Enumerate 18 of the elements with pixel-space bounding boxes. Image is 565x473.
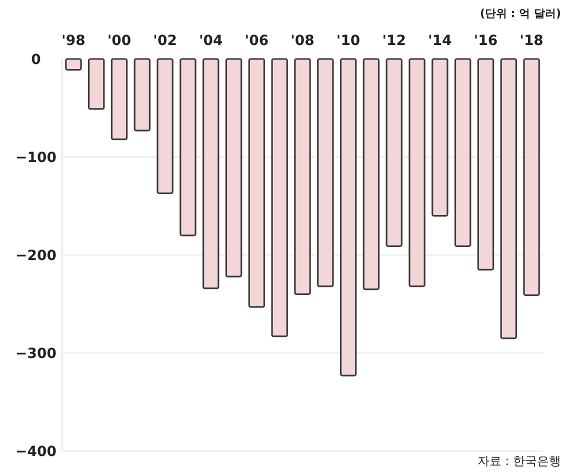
text: (단위 : 억 달러): [480, 7, 561, 20]
x-tick-label: '98: [62, 33, 86, 49]
y-tick-label: −100: [16, 150, 57, 166]
x-tick-label: '10: [336, 33, 360, 49]
y-tick-label: −300: [16, 346, 57, 362]
text: 자료 : 한국은행: [477, 454, 561, 468]
x-tick-label: '00: [107, 33, 132, 49]
x-tick-label: '08: [290, 33, 314, 49]
x-tick-label: '06: [244, 33, 269, 49]
x-tick-label: '18: [520, 33, 544, 49]
x-tick-label: '16: [474, 33, 498, 49]
x-tick-label: '14: [428, 33, 452, 49]
x-tick-label: '02: [153, 33, 177, 49]
x-tick-label: '04: [198, 33, 224, 49]
x-tick-label: '12: [382, 33, 406, 49]
y-tick-label: −400: [16, 444, 57, 460]
y-tick-label: 0: [31, 52, 42, 68]
y-tick-label: −200: [16, 248, 57, 264]
